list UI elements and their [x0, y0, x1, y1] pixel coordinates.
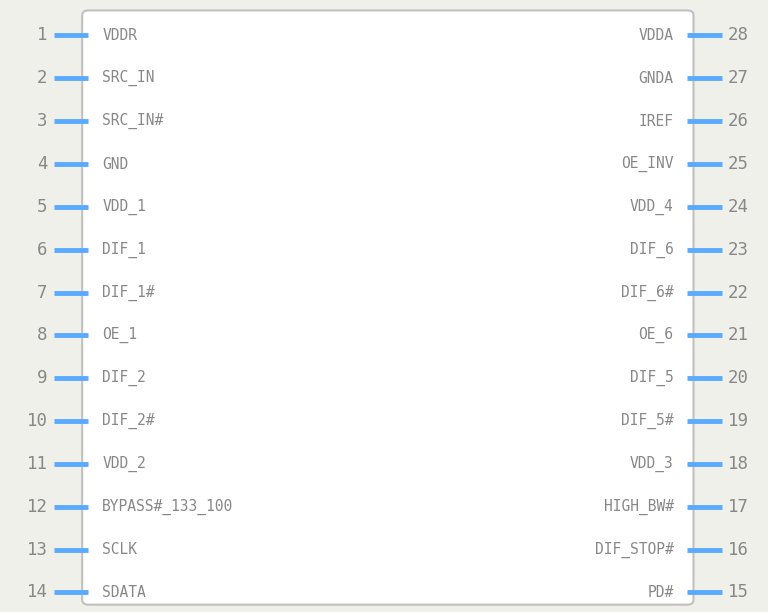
Text: GNDA: GNDA — [638, 71, 674, 86]
Text: 1: 1 — [37, 26, 48, 45]
Text: DIF_1: DIF_1 — [102, 242, 146, 258]
Text: VDDR: VDDR — [102, 28, 137, 43]
Text: 23: 23 — [728, 241, 749, 259]
Text: 3: 3 — [37, 112, 48, 130]
Text: VDDA: VDDA — [638, 28, 674, 43]
Text: 15: 15 — [728, 583, 749, 602]
Text: 25: 25 — [728, 155, 749, 173]
Text: DIF_5#: DIF_5# — [621, 413, 674, 429]
Text: DIF_6: DIF_6 — [630, 242, 674, 258]
Text: 26: 26 — [728, 112, 749, 130]
Text: DIF_5: DIF_5 — [630, 370, 674, 386]
Text: DIF_6#: DIF_6# — [621, 285, 674, 300]
Text: SDATA: SDATA — [102, 585, 146, 600]
Text: 20: 20 — [728, 369, 749, 387]
Text: 11: 11 — [27, 455, 48, 473]
Text: 13: 13 — [27, 540, 48, 559]
Text: BYPASS#_133_100: BYPASS#_133_100 — [102, 499, 233, 515]
Text: 14: 14 — [27, 583, 48, 602]
Text: GND: GND — [102, 157, 128, 171]
Text: 12: 12 — [27, 498, 48, 516]
Text: 10: 10 — [27, 412, 48, 430]
Text: DIF_STOP#: DIF_STOP# — [594, 542, 674, 558]
Text: 7: 7 — [37, 283, 48, 302]
Text: 28: 28 — [728, 26, 749, 45]
Text: 16: 16 — [728, 540, 749, 559]
Text: 22: 22 — [728, 283, 749, 302]
Text: SCLK: SCLK — [102, 542, 137, 557]
Text: OE_6: OE_6 — [638, 327, 674, 343]
FancyBboxPatch shape — [82, 10, 694, 605]
Text: 24: 24 — [728, 198, 749, 216]
Text: 18: 18 — [728, 455, 749, 473]
Text: 2: 2 — [37, 69, 48, 88]
Text: 27: 27 — [728, 69, 749, 88]
Text: IREF: IREF — [638, 114, 674, 129]
Text: 21: 21 — [728, 326, 749, 345]
Text: 8: 8 — [37, 326, 48, 345]
Text: 5: 5 — [37, 198, 48, 216]
Text: 17: 17 — [728, 498, 749, 516]
Text: VDD_2: VDD_2 — [102, 456, 146, 472]
Text: 19: 19 — [728, 412, 749, 430]
Text: VDD_3: VDD_3 — [630, 456, 674, 472]
Text: SRC_IN: SRC_IN — [102, 70, 154, 86]
Text: HIGH_BW#: HIGH_BW# — [604, 499, 674, 515]
Text: VDD_4: VDD_4 — [630, 199, 674, 215]
Text: OE_1: OE_1 — [102, 327, 137, 343]
Text: SRC_IN#: SRC_IN# — [102, 113, 164, 129]
Text: PD#: PD# — [647, 585, 674, 600]
Text: 9: 9 — [37, 369, 48, 387]
Text: 6: 6 — [37, 241, 48, 259]
Text: VDD_1: VDD_1 — [102, 199, 146, 215]
Text: OE_INV: OE_INV — [621, 156, 674, 172]
Text: DIF_2#: DIF_2# — [102, 413, 154, 429]
Text: DIF_1#: DIF_1# — [102, 285, 154, 300]
Text: DIF_2: DIF_2 — [102, 370, 146, 386]
Text: 4: 4 — [37, 155, 48, 173]
